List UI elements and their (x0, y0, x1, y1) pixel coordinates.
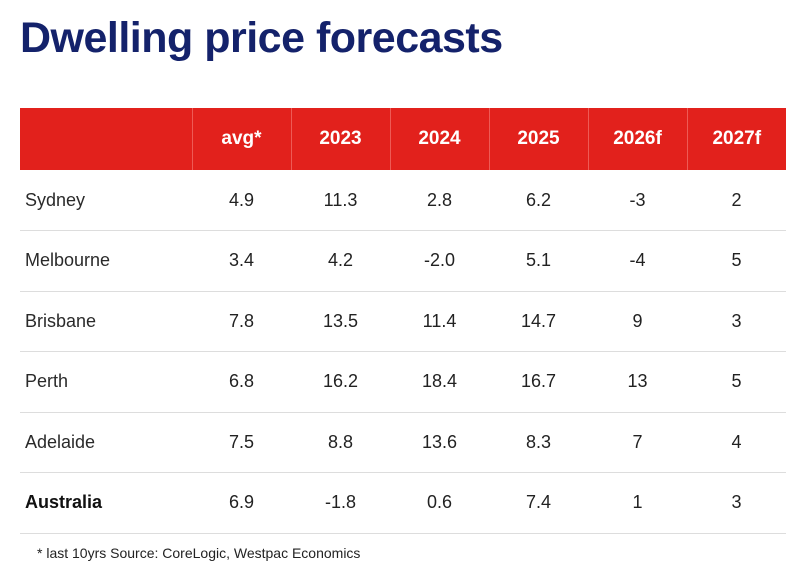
cell-2027f: 5 (687, 351, 786, 413)
cell-avg: 3.4 (192, 230, 291, 292)
cell-2026f: -3 (588, 170, 687, 231)
cell-2024: -2.0 (390, 230, 489, 292)
cell-2026f: 9 (588, 291, 687, 352)
cell-avg: 4.9 (192, 170, 291, 231)
cell-2024: 13.6 (390, 412, 489, 473)
cell-2023: 13.5 (291, 291, 390, 352)
row-label: Perth (20, 351, 192, 413)
cell-avg: 6.9 (192, 472, 291, 534)
cell-2026f: 7 (588, 412, 687, 473)
forecast-table: avg* 2023 2024 2025 2026f 2027f Sydney 4… (20, 108, 786, 534)
table-body: Sydney 4.9 11.3 2.8 6.2 -3 2 Melbourne 3… (20, 170, 786, 534)
source-footnote: * last 10yrs Source: CoreLogic, Westpac … (37, 545, 361, 561)
column-header-avg: avg* (191, 108, 291, 170)
column-header-2023: 2023 (290, 108, 390, 170)
cell-avg: 7.5 (192, 412, 291, 473)
table-row-australia: Australia 6.9 -1.8 0.6 7.4 1 3 (20, 472, 786, 534)
row-label: Australia (20, 472, 192, 534)
cell-2024: 0.6 (390, 472, 489, 534)
header-row: avg* 2023 2024 2025 2026f 2027f (20, 108, 786, 170)
cell-2023: 11.3 (291, 170, 390, 231)
cell-2025: 5.1 (489, 230, 588, 292)
row-label: Sydney (20, 170, 192, 231)
table-header: avg* 2023 2024 2025 2026f 2027f (20, 108, 786, 170)
row-label: Adelaide (20, 412, 192, 473)
cell-avg: 7.8 (192, 291, 291, 352)
table-row-adelaide: Adelaide 7.5 8.8 13.6 8.3 7 4 (20, 412, 786, 473)
cell-2025: 14.7 (489, 291, 588, 352)
cell-2023: -1.8 (291, 472, 390, 534)
row-label: Brisbane (20, 291, 192, 352)
cell-2026f: 13 (588, 351, 687, 413)
cell-2023: 8.8 (291, 412, 390, 473)
cell-2026f: 1 (588, 472, 687, 534)
cell-2026f: -4 (588, 230, 687, 292)
cell-2025: 7.4 (489, 472, 588, 534)
cell-2024: 2.8 (390, 170, 489, 231)
row-label: Melbourne (20, 230, 192, 292)
column-header-2026f: 2026f (587, 108, 687, 170)
cell-2023: 16.2 (291, 351, 390, 413)
cell-avg: 6.8 (192, 351, 291, 413)
cell-2025: 16.7 (489, 351, 588, 413)
cell-2027f: 3 (687, 472, 786, 534)
table-row-perth: Perth 6.8 16.2 18.4 16.7 13 5 (20, 351, 786, 413)
cell-2025: 8.3 (489, 412, 588, 473)
cell-2024: 11.4 (390, 291, 489, 352)
cell-2027f: 4 (687, 412, 786, 473)
column-header-region (20, 108, 192, 170)
cell-2023: 4.2 (291, 230, 390, 292)
table-row-sydney: Sydney 4.9 11.3 2.8 6.2 -3 2 (20, 170, 786, 231)
column-header-2027f: 2027f (686, 108, 786, 170)
table-row-melbourne: Melbourne 3.4 4.2 -2.0 5.1 -4 5 (20, 230, 786, 292)
cell-2027f: 5 (687, 230, 786, 292)
page-title: Dwelling price forecasts (20, 14, 503, 62)
cell-2027f: 2 (687, 170, 786, 231)
cell-2027f: 3 (687, 291, 786, 352)
cell-2025: 6.2 (489, 170, 588, 231)
cell-2024: 18.4 (390, 351, 489, 413)
table-row-brisbane: Brisbane 7.8 13.5 11.4 14.7 9 3 (20, 291, 786, 352)
column-header-2024: 2024 (389, 108, 489, 170)
column-header-2025: 2025 (488, 108, 588, 170)
